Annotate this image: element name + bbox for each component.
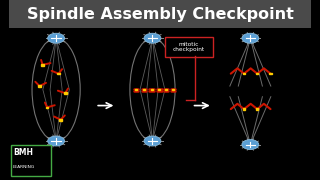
Circle shape (242, 33, 259, 43)
Bar (57, 73, 60, 75)
Bar (256, 109, 258, 110)
FancyBboxPatch shape (164, 37, 213, 57)
Circle shape (48, 136, 65, 146)
Circle shape (242, 140, 259, 150)
Text: LEARNING: LEARNING (13, 165, 35, 169)
Text: BMH: BMH (13, 148, 33, 157)
Bar (165, 89, 167, 90)
Bar (150, 89, 153, 90)
Bar (256, 73, 258, 74)
Bar (46, 107, 48, 108)
Circle shape (144, 33, 161, 43)
Circle shape (144, 136, 161, 146)
Text: Spindle Assembly Checkpoint: Spindle Assembly Checkpoint (27, 7, 293, 22)
Bar (243, 109, 245, 110)
Bar (172, 89, 174, 90)
Bar (243, 73, 245, 74)
Text: mitotic
checkpoint: mitotic checkpoint (172, 42, 205, 53)
Bar (269, 73, 272, 74)
Bar (59, 119, 62, 121)
Bar (135, 89, 137, 90)
Bar (38, 85, 41, 87)
Bar (41, 64, 44, 66)
Bar (158, 89, 160, 90)
Bar (64, 92, 67, 94)
FancyBboxPatch shape (9, 0, 311, 28)
FancyBboxPatch shape (11, 145, 51, 176)
Circle shape (48, 33, 65, 43)
Bar (143, 89, 145, 90)
